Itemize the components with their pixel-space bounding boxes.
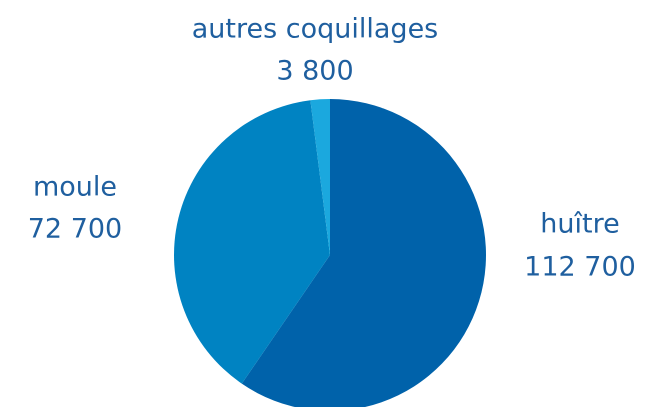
slice-label: moule [33, 172, 117, 203]
value-label: 72 700 [28, 214, 122, 245]
pie-slice [310, 99, 330, 255]
value-label: 3 800 [276, 56, 353, 87]
value-label: 112 700 [524, 252, 636, 283]
slice-label: huître [540, 209, 619, 240]
slice-label: autres coquillages [192, 14, 439, 45]
pie-slice [173, 100, 330, 384]
pie-slice [241, 99, 486, 407]
